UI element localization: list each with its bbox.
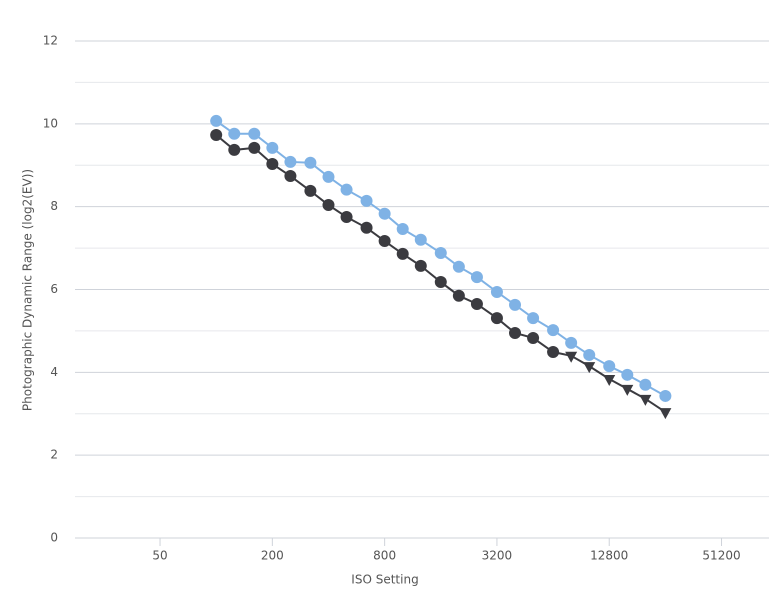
point-marker: [603, 360, 616, 373]
y-tick-label: 0: [50, 531, 58, 545]
point-marker: [228, 127, 241, 140]
point-marker: [266, 158, 279, 171]
y-tick-label: 10: [43, 116, 58, 130]
point-marker: [603, 374, 616, 386]
point-marker: [304, 184, 317, 197]
point-marker: [360, 194, 373, 207]
series-line: [215, 134, 666, 413]
point-marker: [434, 247, 447, 260]
y-axis-title: Photographic Dynamic Range (log2(EV)): [21, 169, 35, 411]
point-marker: [659, 408, 672, 420]
point-marker: [378, 235, 391, 248]
point-marker: [527, 331, 540, 344]
point-marker: [248, 127, 261, 140]
point-marker: [509, 298, 522, 311]
point-marker: [583, 362, 596, 374]
point-marker: [470, 297, 483, 310]
point-marker: [360, 221, 373, 234]
point-marker: [304, 156, 317, 169]
point-marker: [639, 378, 652, 391]
point-marker: [659, 389, 672, 402]
point-marker: [509, 326, 522, 339]
y-tick-label: 4: [50, 365, 58, 379]
point-marker: [583, 348, 596, 361]
point-marker: [266, 141, 279, 154]
y-tick-label: 2: [50, 448, 58, 462]
point-marker: [565, 351, 578, 363]
point-marker: [414, 233, 427, 246]
point-marker: [470, 271, 483, 284]
point-marker: [452, 289, 465, 302]
x-tick-label: 3200: [482, 549, 513, 563]
point-marker: [248, 141, 261, 154]
y-tick-label: 6: [50, 282, 58, 296]
point-marker: [490, 285, 503, 298]
point-marker: [490, 312, 503, 325]
point-marker: [527, 312, 540, 325]
y-tick-label: 8: [50, 199, 58, 213]
point-marker: [396, 247, 409, 260]
x-tick-label: 51200: [702, 549, 740, 563]
point-marker: [322, 199, 335, 212]
point-marker: [434, 276, 447, 289]
point-marker: [452, 260, 465, 273]
point-marker: [396, 223, 409, 236]
x-axis-title: ISO Setting: [351, 573, 418, 587]
point-marker: [210, 129, 223, 142]
point-marker: [414, 259, 427, 272]
point-marker: [284, 155, 297, 168]
point-marker: [322, 170, 335, 183]
point-marker: [547, 346, 560, 359]
point-marker: [547, 324, 560, 337]
point-marker: [284, 170, 297, 183]
point-marker: [639, 394, 652, 406]
point-marker: [340, 183, 353, 196]
point-marker: [565, 336, 578, 349]
y-tick-label: 12: [43, 34, 58, 48]
x-tick-label: 50: [152, 549, 167, 563]
x-tick-label: 200: [261, 549, 284, 563]
x-tick-label: 800: [373, 549, 396, 563]
point-marker: [340, 211, 353, 224]
point-marker: [378, 207, 391, 220]
point-marker: [228, 143, 241, 156]
x-tick-label: 12800: [590, 549, 628, 563]
point-marker: [210, 114, 223, 127]
point-marker: [621, 368, 634, 381]
point-marker: [621, 384, 634, 396]
